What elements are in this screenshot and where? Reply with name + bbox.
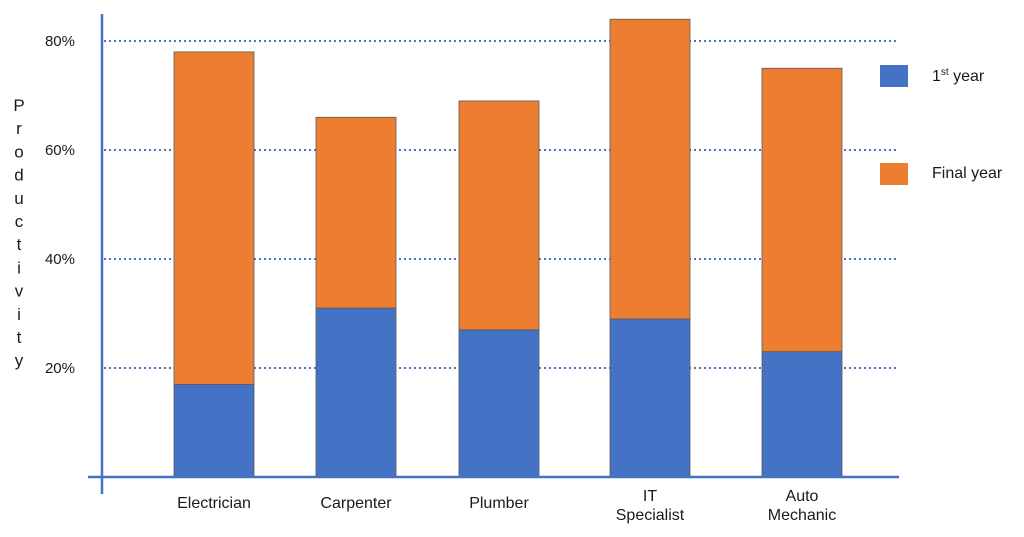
- category-label: Electrician: [177, 495, 251, 512]
- legend-swatch-final-year: [880, 163, 908, 185]
- y-tick-label: 80%: [45, 33, 75, 50]
- category-label: Mechanic: [768, 507, 836, 524]
- y-axis-label-letter: t: [17, 235, 22, 254]
- bar-segment: [458, 100, 540, 331]
- legend: 1st year Final year: [880, 65, 1003, 185]
- category-labels: Electrician Carpenter Plumber IT Specialist A…: [177, 488, 836, 524]
- y-axis-label-letter: u: [14, 189, 23, 208]
- legend-label-1st-year: 1st year: [932, 67, 985, 85]
- y-axis-label-letter: t: [17, 328, 22, 347]
- bar-segment: [761, 67, 843, 353]
- category-label: IT: [643, 488, 657, 505]
- legend-swatch-1st-year: [880, 65, 908, 87]
- y-axis-label-letter: i: [17, 305, 21, 324]
- y-axis-label-letter: i: [17, 258, 21, 277]
- category-label: Plumber: [469, 495, 529, 512]
- category-label: Specialist: [616, 507, 685, 524]
- y-tick-label: 20%: [45, 360, 75, 377]
- category-label: Carpenter: [320, 495, 392, 512]
- bars: [173, 18, 843, 478]
- y-axis-label-letter: P: [13, 96, 24, 115]
- y-tick-labels: 20% 40% 60% 80%: [45, 33, 75, 377]
- legend-label-final-year: Final year: [932, 165, 1003, 182]
- bar-segment: [315, 307, 397, 478]
- y-tick-label: 40%: [45, 251, 75, 268]
- bar-segment: [458, 329, 540, 478]
- bar-segment: [173, 51, 255, 385]
- y-tick-label: 60%: [45, 142, 75, 159]
- bar-segment: [315, 116, 397, 309]
- y-axis-label-letter: r: [16, 119, 22, 138]
- bar-segment: [761, 351, 843, 478]
- bar-segment: [609, 18, 691, 320]
- y-axis-label-letter: o: [14, 142, 23, 161]
- y-axis-label-letter: v: [15, 282, 24, 301]
- y-axis-label-letter: c: [15, 212, 24, 231]
- bar-segment: [173, 383, 255, 478]
- y-axis-label-letter: d: [14, 166, 23, 185]
- bar-segment: [609, 318, 691, 478]
- category-label: Auto: [786, 488, 819, 505]
- y-axis-label-letter: y: [15, 351, 24, 370]
